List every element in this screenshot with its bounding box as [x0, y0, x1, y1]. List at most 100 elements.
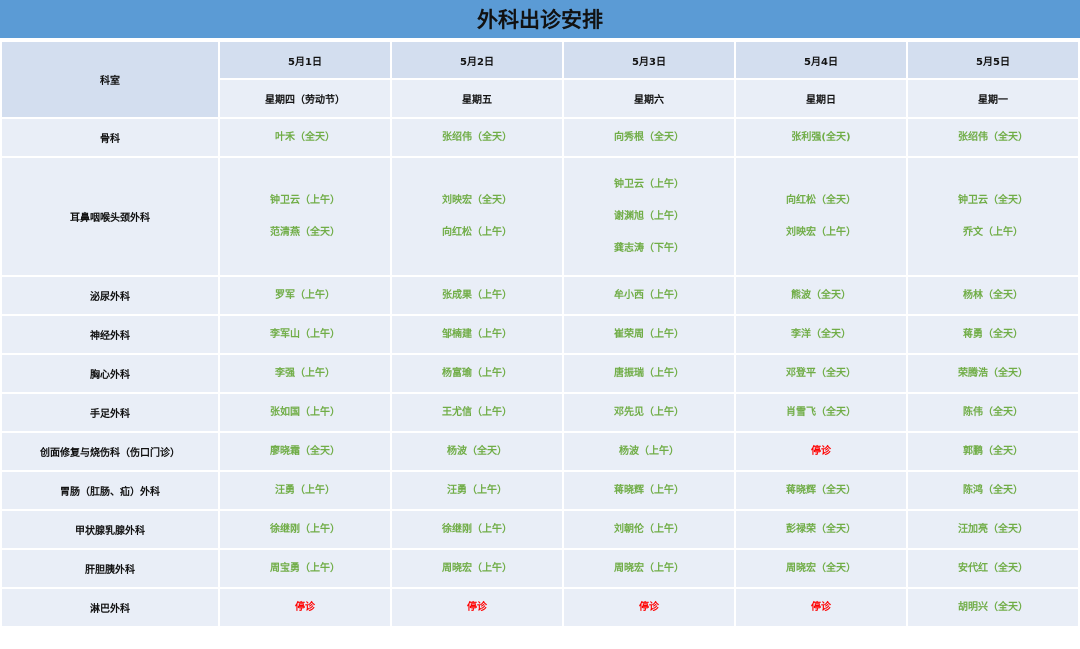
dept-name: 骨科 — [0, 117, 220, 158]
doctor-entry: 李洋（全天） — [791, 328, 851, 340]
schedule-cell: 杨林（全天） — [906, 275, 1080, 316]
doctor-entry: 刘映宏（上午） — [786, 226, 856, 238]
doctor-entry: 李军山（上午） — [270, 328, 340, 340]
schedule-cell: 邓先见（上午） — [562, 392, 736, 433]
doctor-entry: 刘朝伦（上午） — [614, 523, 684, 535]
dept-column-header: 科室 — [0, 40, 220, 119]
closed-status: 停诊 — [811, 601, 831, 613]
schedule-cell: 张利强(全天) — [734, 117, 908, 158]
schedule-cell: 杨波（全天） — [390, 431, 564, 472]
header-row-dates: 科室 5月1日 5月2日 5月3日 5月4日 5月5日 — [0, 40, 1080, 119]
closed-status: 停诊 — [811, 445, 831, 457]
schedule-cell: 张绍伟（全天） — [390, 117, 564, 158]
weekday-header: 星期一 — [906, 78, 1080, 119]
doctor-entry: 叶禾（全天） — [275, 131, 335, 143]
doctor-entry: 钟卫云（全天） — [958, 194, 1028, 206]
table-row: 耳鼻咽喉头颈外科 钟卫云（上午） 范清燕（全天） 刘映宏（全天） 向红松（上午） 钟卫云（… — [0, 156, 1080, 277]
schedule-cell: 汪勇（上午） — [390, 470, 564, 511]
schedule-cell: 李强（上午） — [218, 353, 392, 394]
doctor-entry: 乔文（上午） — [963, 226, 1023, 238]
table-row: 胃肠（肛肠、疝）外科 汪勇（上午） 汪勇（上午） 蒋晓辉（上午） 蒋晓辉（全天） 陈鸿（全… — [0, 470, 1080, 511]
schedule-cell: 刘映宏（全天） 向红松（上午） — [390, 156, 564, 277]
header-row-weekdays: 星期四（劳动节） 星期五 星期六 星期日 星期一 — [1, 78, 1080, 119]
doctor-entry: 汪勇（上午） — [447, 484, 507, 496]
doctor-entry: 钟卫云（上午） — [270, 194, 340, 206]
doctor-entry: 胡明兴（全天） — [958, 601, 1028, 613]
doctor-entry: 邹楠建（上午） — [442, 328, 512, 340]
schedule-cell: 唐振瑞（上午） — [562, 353, 736, 394]
table-row: 肝胆胰外科 周宝勇（上午） 周晓宏（上午） 周晓宏（上午） 周晓宏（全天） 安代红（全天） — [0, 548, 1080, 589]
schedule-cell: 蒋晓辉（上午） — [562, 470, 736, 511]
doctor-entry: 杨波（上午） — [619, 445, 679, 457]
schedule-cell: 停诊 — [218, 587, 392, 628]
doctor-entry: 周宝勇（上午） — [270, 562, 340, 574]
doctor-entry: 陈鸿（全天） — [963, 484, 1023, 496]
doctor-entry: 彭禄荣（全天） — [786, 523, 856, 535]
doctor-entry: 唐振瑞（上午） — [614, 367, 684, 379]
schedule-cell: 荣腾浩（全天） — [906, 353, 1080, 394]
table-row: 胸心外科 李强（上午） 杨富瑜（上午） 唐振瑞（上午） 邓登平（全天） 荣腾浩（全天） — [0, 353, 1080, 394]
table-row: 淋巴外科 停诊 停诊 停诊 停诊 胡明兴（全天） — [0, 587, 1080, 628]
table-row: 神经外科 李军山（上午） 邹楠建（上午） 崔荣周（上午） 李洋（全天） 蒋勇（全天） — [0, 314, 1080, 355]
doctor-entry: 张绍伟（全天） — [442, 131, 512, 143]
doctor-entry: 邓先见（上午） — [614, 406, 684, 418]
doctor-entry: 张绍伟（全天） — [958, 131, 1028, 143]
schedule-cell: 向红松（全天） 刘映宏（上午） — [734, 156, 908, 277]
dept-name: 神经外科 — [0, 314, 220, 355]
doctor-entry: 徐继刚（上午） — [442, 523, 512, 535]
schedule-cell: 周晓宏（上午） — [390, 548, 564, 589]
schedule-cell: 李洋（全天） — [734, 314, 908, 355]
schedule-cell: 张绍伟（全天） — [906, 117, 1080, 158]
doctor-entry: 罗军（上午） — [275, 289, 335, 301]
doctor-entry: 杨林（全天） — [963, 289, 1023, 301]
doctor-entry: 钟卫云（上午） — [614, 178, 684, 190]
schedule-cell: 汪加亮（全天） — [906, 509, 1080, 550]
schedule-cell: 周晓宏（全天） — [734, 548, 908, 589]
schedule-cell: 邓登平（全天） — [734, 353, 908, 394]
doctor-entry: 荣腾浩（全天） — [958, 367, 1028, 379]
doctor-entry: 李强（上午） — [275, 367, 335, 379]
doctor-entry: 邓登平（全天） — [786, 367, 856, 379]
doctor-entry: 周晓宏（全天） — [786, 562, 856, 574]
doctor-entry: 郭鹏（全天） — [963, 445, 1023, 457]
doctor-entry: 牟小西（上午） — [614, 289, 684, 301]
weekday-header: 星期日 — [734, 78, 908, 119]
schedule-cell: 杨波（上午） — [562, 431, 736, 472]
doctor-entry: 刘映宏（全天） — [442, 194, 512, 206]
schedule-cell: 周晓宏（上午） — [562, 548, 736, 589]
dept-name: 淋巴外科 — [0, 587, 220, 628]
schedule-cell: 蒋勇（全天） — [906, 314, 1080, 355]
schedule-cell: 周宝勇（上午） — [218, 548, 392, 589]
schedule-cell: 郭鹏（全天） — [906, 431, 1080, 472]
closed-status: 停诊 — [639, 601, 659, 613]
doctor-entry: 蒋勇（全天） — [963, 328, 1023, 340]
doctor-entry: 向红松（上午） — [442, 226, 512, 238]
table-row: 创面修复与烧伤科（伤口门诊） 廖晓霜（全天） 杨波（全天） 杨波（上午） 停诊 郭鹏（全天… — [0, 431, 1080, 472]
doctor-entry: 周晓宏（上午） — [442, 562, 512, 574]
dept-name: 泌尿外科 — [0, 275, 220, 316]
schedule-cell: 叶禾（全天） — [218, 117, 392, 158]
schedule-cell: 刘朝伦（上午） — [562, 509, 736, 550]
date-header: 5月3日 — [562, 40, 736, 80]
doctor-entry: 蒋晓辉（上午） — [614, 484, 684, 496]
doctor-entry: 廖晓霜（全天） — [270, 445, 340, 457]
doctor-entry: 安代红（全天） — [958, 562, 1028, 574]
doctor-entry: 蒋晓辉（全天） — [786, 484, 856, 496]
schedule-cell: 停诊 — [390, 587, 564, 628]
schedule-cell: 张如国（上午） — [218, 392, 392, 433]
doctor-entry: 张如国（上午） — [270, 406, 340, 418]
schedule-cell: 彭禄荣（全天） — [734, 509, 908, 550]
table-row: 甲状腺乳腺外科 徐继刚（上午） 徐继刚（上午） 刘朝伦（上午） 彭禄荣（全天） 汪加亮（全… — [0, 509, 1080, 550]
dept-name: 甲状腺乳腺外科 — [0, 509, 220, 550]
dept-name: 手足外科 — [0, 392, 220, 433]
doctor-entry: 张利强(全天) — [791, 131, 851, 143]
weekday-header: 星期四（劳动节） — [218, 78, 392, 119]
doctor-entry: 周晓宏（上午） — [614, 562, 684, 574]
doctor-entry: 熊波（全天） — [791, 289, 851, 301]
schedule-cell: 钟卫云（全天） 乔文（上午） — [906, 156, 1080, 277]
schedule-cell: 安代红（全天） — [906, 548, 1080, 589]
schedule-cell: 牟小西（上午） — [562, 275, 736, 316]
schedule-cell: 肖雪飞（全天） — [734, 392, 908, 433]
weekday-header: 星期六 — [562, 78, 736, 119]
date-header: 5月1日 — [218, 40, 392, 80]
